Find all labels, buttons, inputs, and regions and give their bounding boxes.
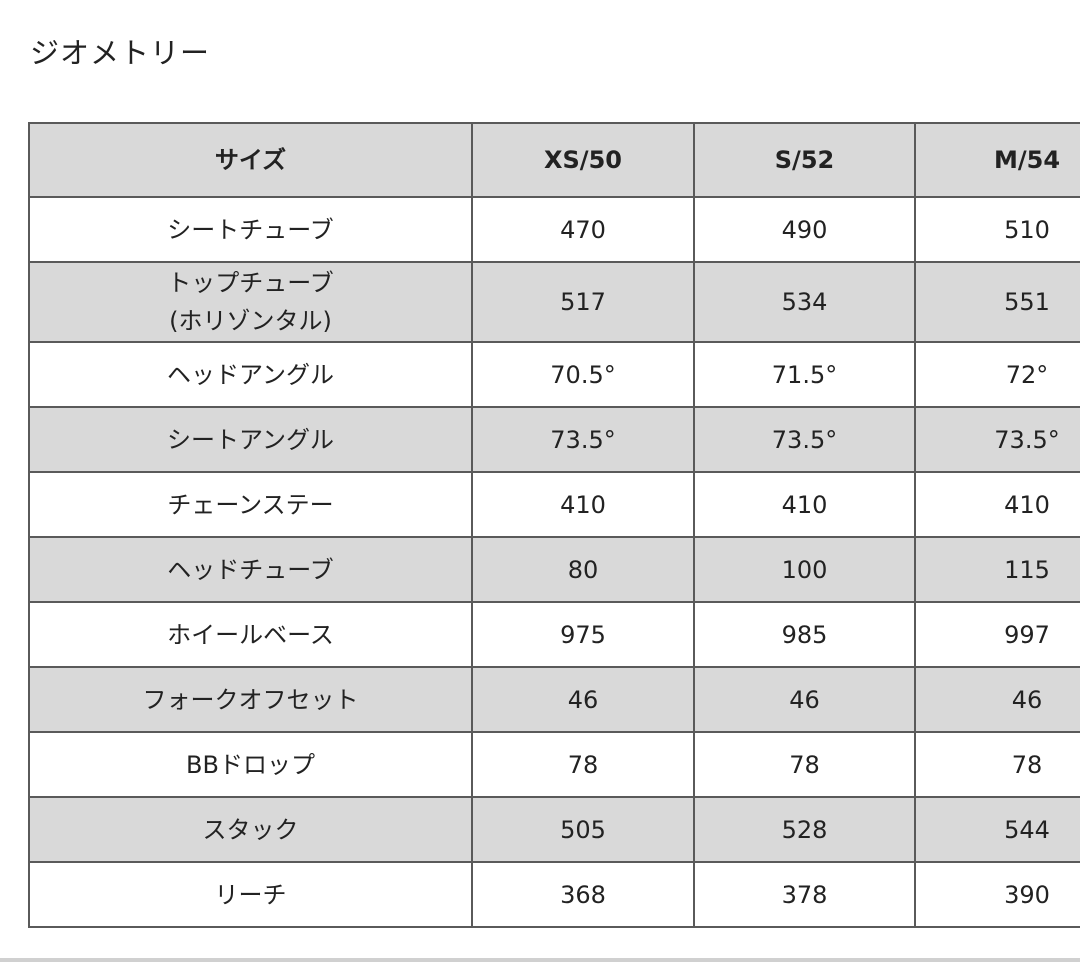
cell: 70.5° <box>471 341 695 408</box>
table-container: サイズ XS/50 S/52 M/54 シートチューブ 470 490 510 トップチューブ… <box>28 122 1080 928</box>
page-title: ジオメトリー <box>30 36 211 70</box>
cell: 985 <box>693 601 916 668</box>
cell: 544 <box>914 796 1080 863</box>
cell: 517 <box>471 261 695 343</box>
table-row: BBドロップ 78 78 78 <box>28 731 1080 798</box>
cell: 78 <box>914 731 1080 798</box>
cell: 505 <box>471 796 695 863</box>
row-label: フォークオフセット <box>28 666 473 733</box>
table-row: ヘッドチューブ 80 100 115 <box>28 536 1080 603</box>
cell: 534 <box>693 261 916 343</box>
table-row: ホイールベース 975 985 997 <box>28 601 1080 668</box>
bottom-bar <box>0 958 1080 962</box>
cell: 378 <box>693 861 916 928</box>
row-label: ホイールベース <box>28 601 473 668</box>
header-cell: サイズ <box>28 122 473 198</box>
cell: 528 <box>693 796 916 863</box>
cell: 975 <box>471 601 695 668</box>
table-row: ヘッドアングル 70.5° 71.5° 72° <box>28 341 1080 408</box>
cell: 80 <box>471 536 695 603</box>
cell: 73.5° <box>693 406 916 473</box>
cell: 470 <box>471 196 695 263</box>
cell: 72° <box>914 341 1080 408</box>
row-label: リーチ <box>28 861 473 928</box>
cell: 73.5° <box>471 406 695 473</box>
cell: 390 <box>914 861 1080 928</box>
row-label: チェーンステー <box>28 471 473 538</box>
cell: 410 <box>471 471 695 538</box>
table-row: シートアングル 73.5° 73.5° 73.5° <box>28 406 1080 473</box>
row-label: ヘッドチューブ <box>28 536 473 603</box>
row-label: BBドロップ <box>28 731 473 798</box>
table-row: リーチ 368 378 390 <box>28 861 1080 928</box>
cell: 997 <box>914 601 1080 668</box>
cell: 368 <box>471 861 695 928</box>
cell: 551 <box>914 261 1080 343</box>
cell: 46 <box>471 666 695 733</box>
cell: 410 <box>693 471 916 538</box>
geometry-table: サイズ XS/50 S/52 M/54 シートチューブ 470 490 510 トップチューブ… <box>28 122 1080 928</box>
table-row: チェーンステー 410 410 410 <box>28 471 1080 538</box>
table-row: スタック 505 528 544 <box>28 796 1080 863</box>
row-label: ヘッドアングル <box>28 341 473 408</box>
row-label: シートチューブ <box>28 196 473 263</box>
table-row: シートチューブ 470 490 510 <box>28 196 1080 263</box>
header-row: サイズ XS/50 S/52 M/54 <box>28 122 1080 198</box>
cell: 46 <box>914 666 1080 733</box>
cell: 510 <box>914 196 1080 263</box>
cell: 490 <box>693 196 916 263</box>
table-row: フォークオフセット 46 46 46 <box>28 666 1080 733</box>
cell: 78 <box>693 731 916 798</box>
cell: 115 <box>914 536 1080 603</box>
cell: 71.5° <box>693 341 916 408</box>
cell: 78 <box>471 731 695 798</box>
cell: 100 <box>693 536 916 603</box>
cell: 73.5° <box>914 406 1080 473</box>
row-label: スタック <box>28 796 473 863</box>
cell: 46 <box>693 666 916 733</box>
row-label: シートアングル <box>28 406 473 473</box>
row-label: トップチューブ (ホリゾンタル) <box>28 261 473 343</box>
header-cell: M/54 <box>914 122 1080 198</box>
table-row: トップチューブ (ホリゾンタル) 517 534 551 <box>28 261 1080 343</box>
header-cell: S/52 <box>693 122 916 198</box>
table-body: シートチューブ 470 490 510 トップチューブ (ホリゾンタル) 517 534 55… <box>28 196 1080 928</box>
header-cell: XS/50 <box>471 122 695 198</box>
cell: 410 <box>914 471 1080 538</box>
